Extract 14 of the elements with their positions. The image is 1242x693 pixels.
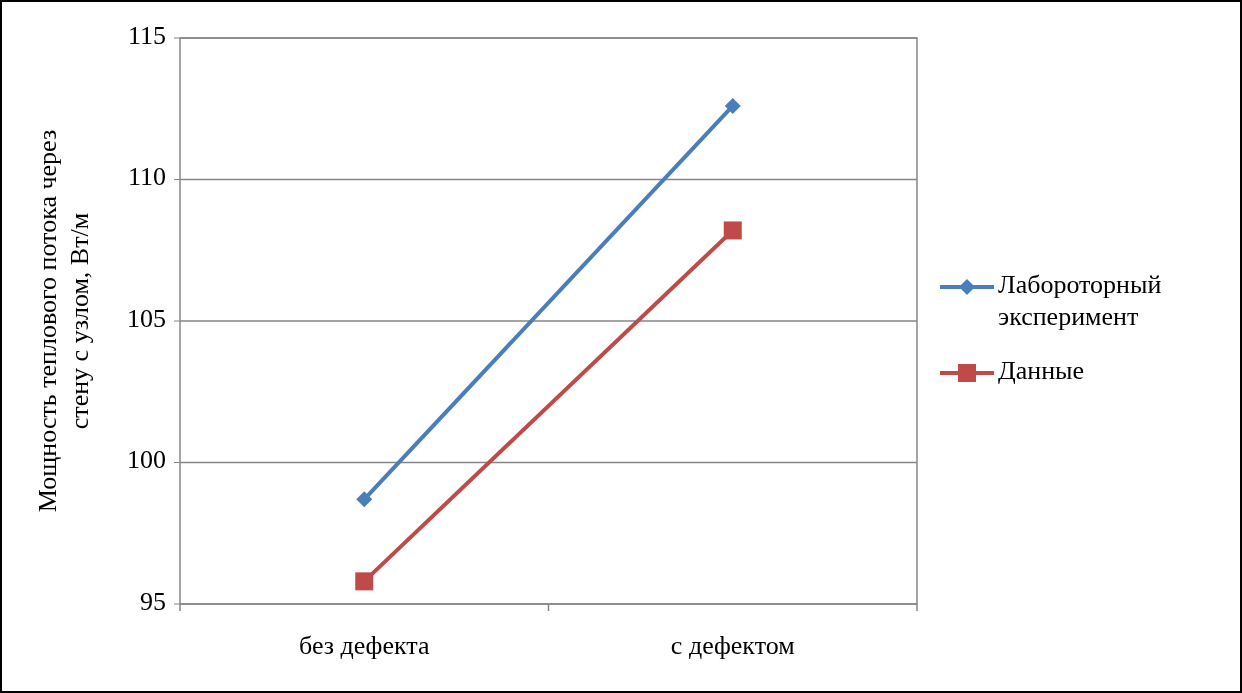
point xyxy=(723,221,742,240)
legend-label: Данные xyxy=(998,355,1085,385)
x-tick-label: с дефектом xyxy=(670,631,795,660)
point xyxy=(356,491,373,508)
y-tick-label: 95 xyxy=(140,586,166,616)
y-tick-label: 105 xyxy=(127,303,166,333)
y-tick-label: 100 xyxy=(127,445,166,475)
y-tick-label: 110 xyxy=(127,162,166,192)
legend-label: Лабороторный эксперимент xyxy=(998,269,1162,331)
point xyxy=(724,97,741,114)
x-tick-label: без дефекта xyxy=(299,631,430,660)
y-axis-title: Мощность теплового потока через стену с узлом, Вт/м xyxy=(33,129,94,513)
point xyxy=(355,572,374,591)
y-tick-label: 115 xyxy=(127,20,166,50)
